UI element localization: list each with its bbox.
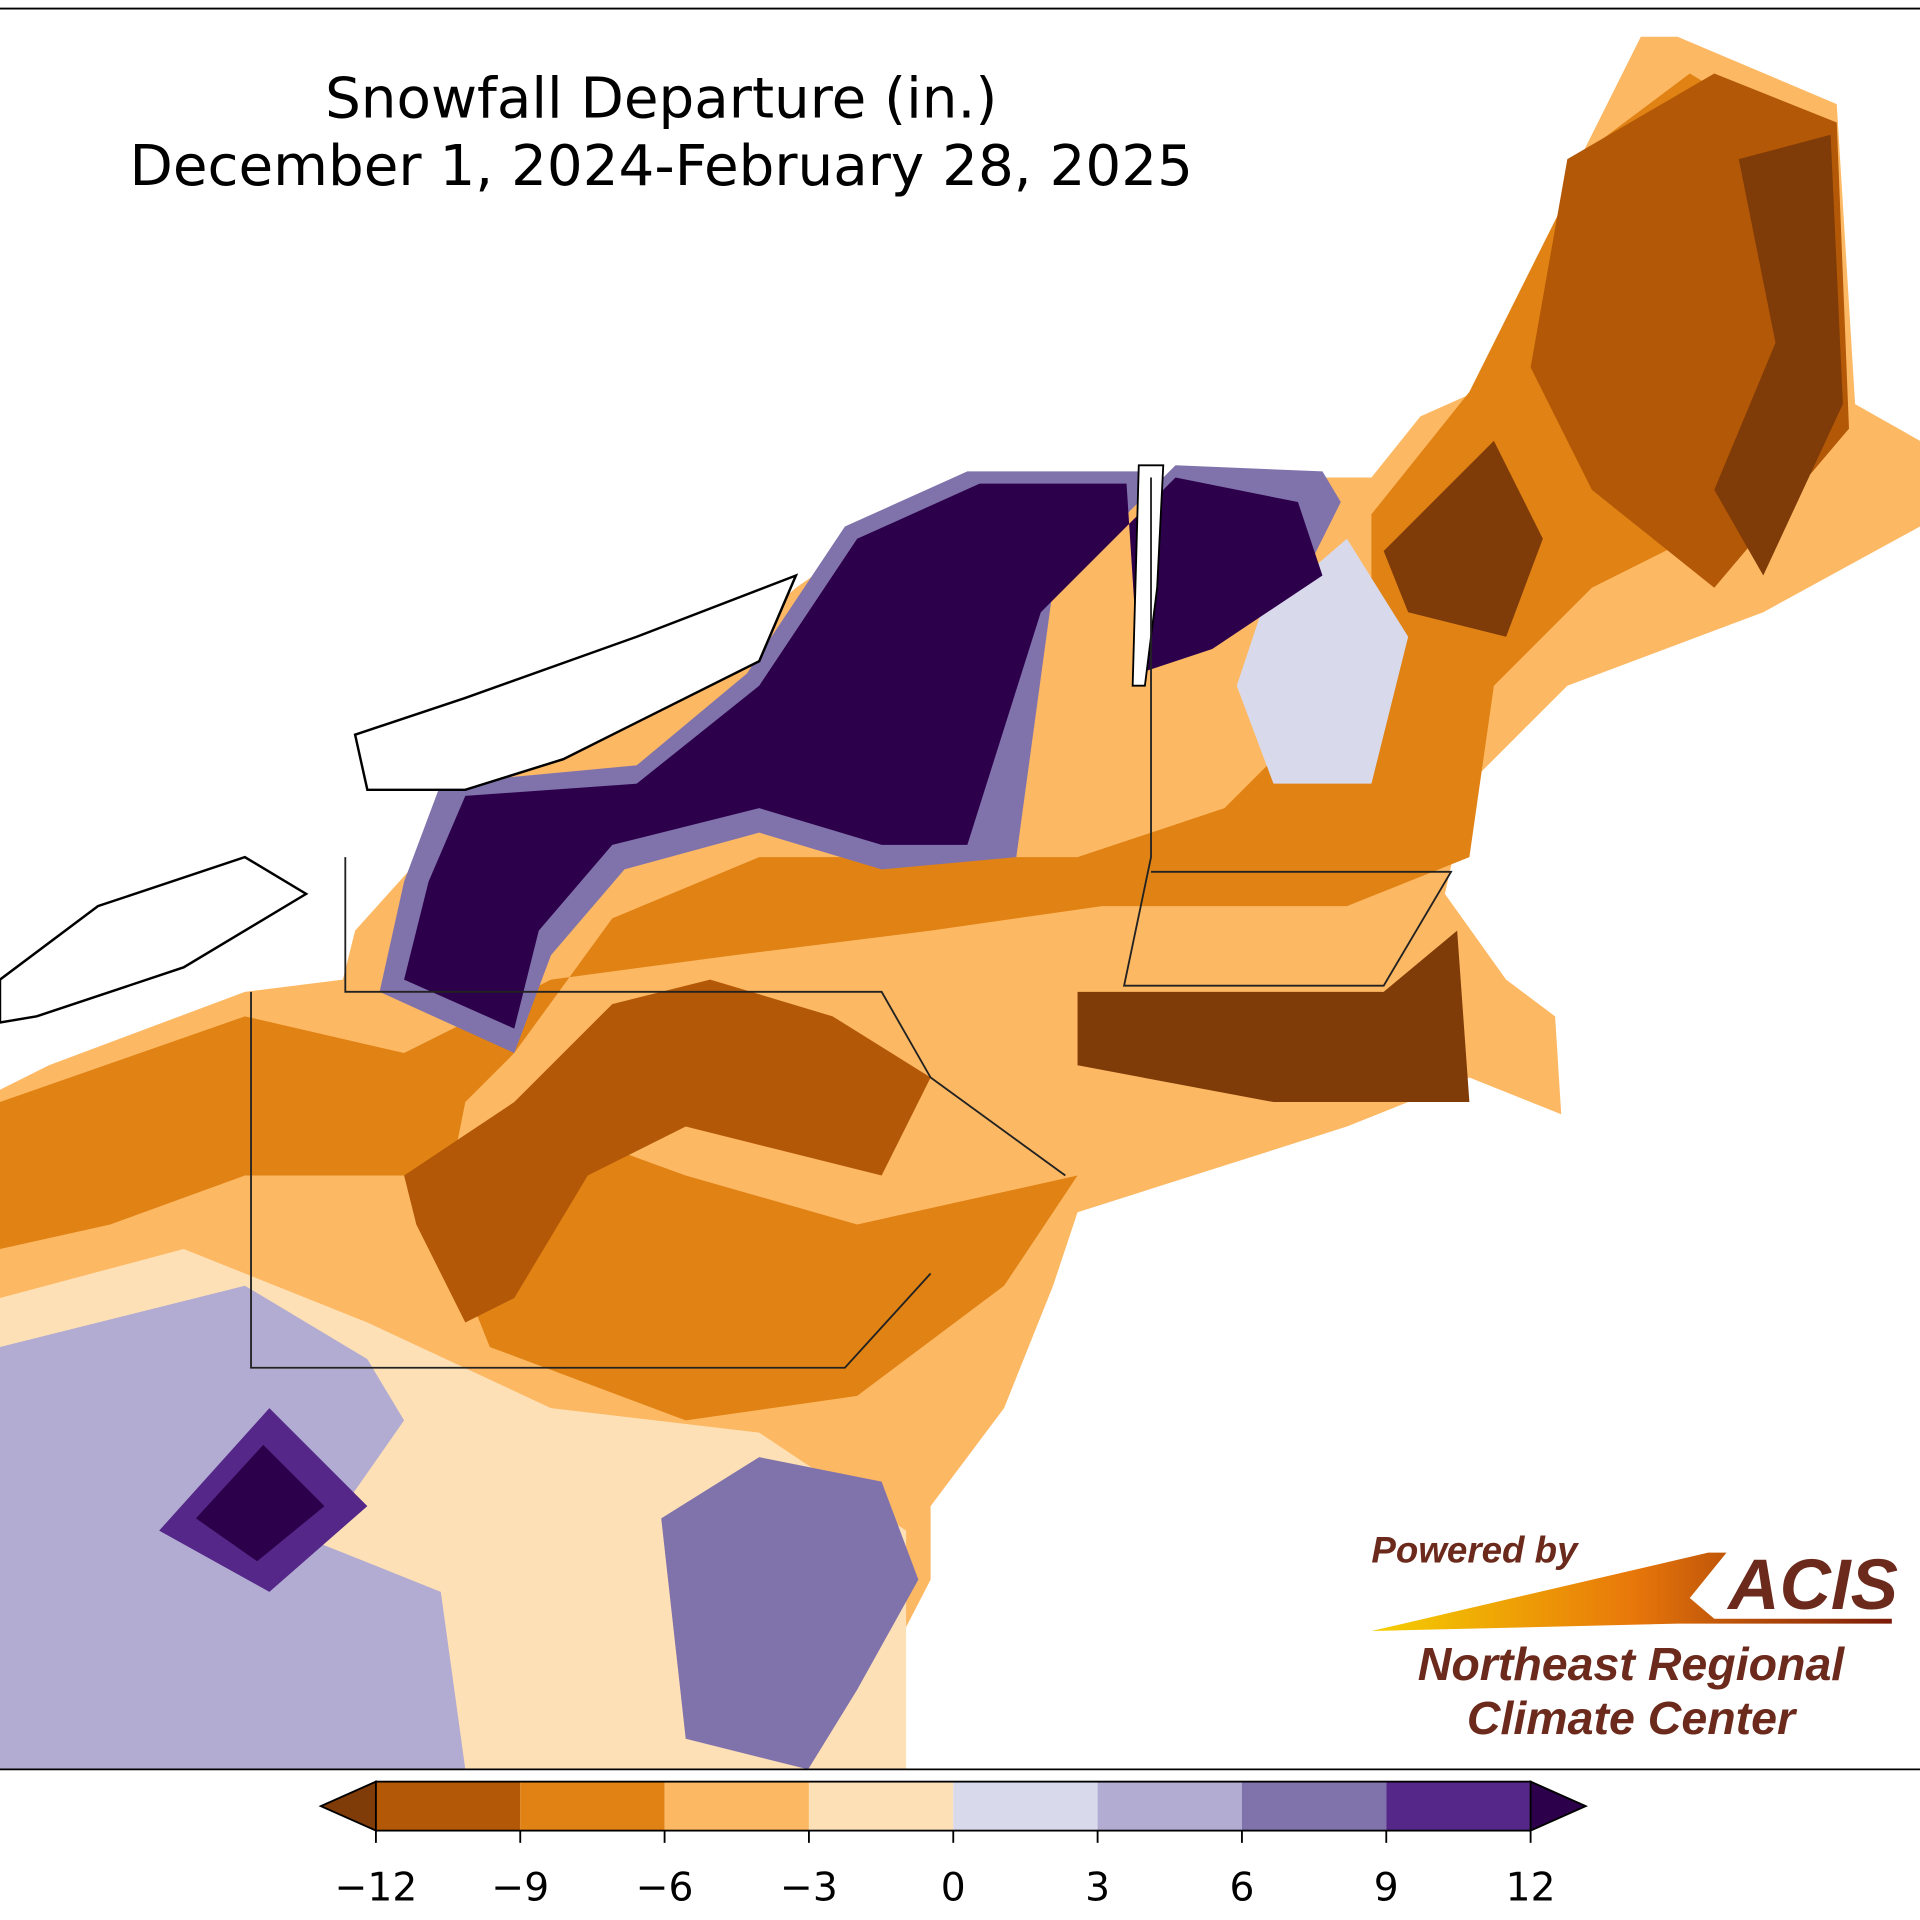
colorbar-tick-label: −6 xyxy=(636,1865,694,1910)
colorbar-tick-label: 9 xyxy=(1374,1865,1399,1910)
state-border-ne xyxy=(1122,477,1453,987)
colorbar-segment xyxy=(520,1781,665,1831)
logo-swoosh xyxy=(1371,1552,1892,1632)
colorbar-segment xyxy=(1097,1781,1242,1831)
colorbar-tick-label: 12 xyxy=(1506,1865,1556,1910)
colorbar-tick-label: −3 xyxy=(780,1865,838,1910)
logo-powered-by: Powered by xyxy=(1371,1529,1579,1570)
state-border-ny-pa xyxy=(344,857,1066,1177)
title: Snowfall Departure (in.) xyxy=(325,67,997,132)
region-brown-pa xyxy=(404,979,931,1323)
lake-erie xyxy=(0,855,309,1024)
logo-org-line2: Climate Center xyxy=(1467,1692,1798,1744)
colorbar-segment xyxy=(1386,1781,1531,1831)
map-area xyxy=(0,36,1920,1770)
lake-ontario xyxy=(353,573,799,792)
region-purple-de xyxy=(661,1457,919,1770)
colorbar-tick-label: 3 xyxy=(1085,1865,1110,1910)
region-darkest-purple-ny xyxy=(404,477,1323,1029)
colorbar-segment xyxy=(808,1781,954,1831)
colorbar-extend-min xyxy=(318,1780,377,1833)
logo: Powered by ACIS Northeast Regional Clima… xyxy=(1371,1529,1898,1744)
region-brown-nh xyxy=(1383,440,1543,637)
colorbar-tick-label: 6 xyxy=(1229,1865,1254,1910)
state-border-pa xyxy=(250,991,932,1369)
colorbar-segment xyxy=(664,1781,809,1831)
colorbar: −12 −9 −6 −3 0 3 6 9 12 xyxy=(318,1780,1588,1910)
colorbar-segment xyxy=(375,1781,521,1831)
colorbar-tick-label: −9 xyxy=(491,1865,549,1910)
region-brown-me-dark xyxy=(1714,134,1843,576)
colorbar-segment xyxy=(953,1781,1098,1831)
subtitle: December 1, 2024-February 28, 2025 xyxy=(130,134,1193,199)
logo-org-line1: Northeast Regional xyxy=(1418,1638,1846,1690)
colorbar-segment xyxy=(1241,1781,1387,1831)
colorbar-tick-label: 0 xyxy=(941,1865,966,1910)
colorbar-tick-label: −12 xyxy=(335,1865,418,1910)
logo-name: ACIS xyxy=(1726,1546,1898,1625)
colorbar-extend-max xyxy=(1529,1780,1588,1833)
region-orange xyxy=(0,73,1837,1421)
region-brown-ne xyxy=(1077,930,1470,1103)
